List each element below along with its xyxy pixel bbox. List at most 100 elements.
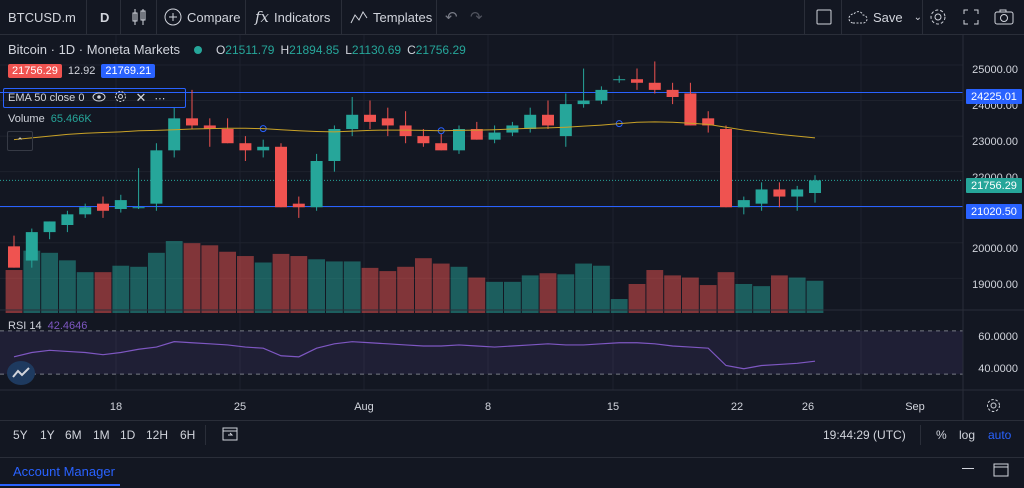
more-icon[interactable]: ⋯	[154, 92, 167, 105]
volume-bar	[23, 250, 41, 313]
volume-bar	[343, 261, 361, 313]
range-1d[interactable]: 1D	[120, 428, 136, 442]
chart-canvas[interactable]	[0, 35, 1024, 420]
candle-body	[791, 189, 804, 197]
low-value: 21130.69	[351, 42, 402, 57]
undo-icon: ↶	[445, 9, 458, 26]
candle-body	[666, 89, 679, 97]
ema-label: EMA 50 close 0	[8, 92, 85, 104]
gear-icon	[987, 399, 1000, 412]
maximize-button[interactable]	[993, 463, 1009, 480]
price-label: 19000.00	[972, 279, 1018, 291]
symbol-search[interactable]: BTCUSD.m	[8, 0, 76, 34]
auto-toggle[interactable]: auto	[988, 428, 1012, 442]
volume-bar	[130, 266, 147, 313]
range-bar	[0, 420, 1024, 451]
candle-body	[435, 143, 448, 151]
compare-button[interactable]: Compare	[164, 0, 240, 34]
redo-button[interactable]: ↷	[470, 0, 483, 34]
sell-button[interactable]: 21756.29	[8, 64, 62, 78]
candle-body	[488, 132, 501, 140]
volume-bar	[753, 286, 770, 313]
templates-label: Templates	[373, 9, 433, 25]
date-label: 8	[484, 401, 492, 413]
range-1y[interactable]: 1Y	[40, 428, 55, 442]
candle-body	[328, 129, 341, 161]
volume-bar	[5, 270, 23, 313]
volume-bar	[254, 262, 272, 313]
clock-time[interactable]: 19:44:29 (UTC)	[823, 428, 906, 442]
resistance-price-tag[interactable]: 24225.01	[966, 89, 1022, 104]
range-12h[interactable]: 12H	[146, 428, 169, 442]
undo-button[interactable]: ↶	[445, 0, 458, 34]
snapshot-button[interactable]	[994, 0, 1014, 34]
rsi-label: RSI 14	[8, 320, 42, 332]
logo-icon	[12, 367, 30, 378]
log-toggle[interactable]: log	[959, 428, 976, 442]
volume-bar	[41, 252, 58, 313]
range-6m[interactable]: 6M	[65, 428, 82, 442]
close-icon[interactable]: ✕	[135, 90, 147, 105]
range-5y[interactable]: 5Y	[13, 428, 28, 442]
volume-bar	[486, 281, 503, 313]
candle-body	[364, 114, 376, 122]
volume-bar	[628, 283, 646, 313]
volume-bar	[59, 260, 76, 313]
candle-body	[132, 207, 145, 209]
collapse-legend-button[interactable]: ⌃	[7, 131, 33, 151]
volume-bar	[468, 277, 486, 313]
eye-icon[interactable]	[92, 92, 106, 105]
goto-date-button[interactable]	[222, 426, 238, 444]
gear-icon	[930, 9, 946, 25]
redo-icon: ↷	[470, 9, 483, 26]
market-status-icon	[193, 45, 202, 54]
candle-body	[470, 129, 483, 140]
fullscreen-button[interactable]	[963, 0, 979, 34]
candle-body	[346, 114, 359, 129]
volume-bar	[290, 256, 308, 313]
percent-toggle[interactable]: %	[936, 428, 947, 442]
minimize-icon[interactable]	[962, 468, 974, 469]
volume-bar	[610, 299, 628, 313]
settings-icon[interactable]	[114, 90, 127, 106]
candle-body	[399, 125, 412, 137]
legend-title-row: Bitcoin · 1D · Moneta Markets O 21511.79…	[8, 42, 466, 57]
candle-body	[203, 125, 216, 129]
candles	[8, 61, 821, 268]
account-manager-tab[interactable]: Account Manager	[13, 464, 115, 479]
volume-bar	[806, 280, 824, 313]
function-icon: fx	[255, 8, 270, 26]
save-button[interactable]: Save ⌄	[848, 0, 922, 34]
volume-bar	[521, 275, 539, 313]
settings-button[interactable]	[929, 0, 947, 34]
interval-button[interactable]: D	[100, 0, 109, 34]
candle-body	[631, 79, 643, 83]
buy-button[interactable]: 21769.21	[101, 64, 156, 78]
range-6h[interactable]: 6H	[180, 428, 196, 442]
horizontal-lines[interactable]	[0, 92, 963, 207]
expand-icon	[963, 9, 979, 25]
candle-body	[168, 118, 181, 151]
candle-body	[702, 118, 715, 126]
support-price-tag[interactable]: 21020.50	[966, 204, 1022, 219]
volume-bar	[415, 258, 432, 313]
volume-bar	[717, 272, 735, 313]
indicators-button[interactable]: fx Indicators	[255, 0, 330, 34]
high-label: H	[280, 42, 290, 57]
chart-type-button[interactable]	[131, 0, 147, 34]
axis-settings-button[interactable]	[986, 398, 1001, 416]
ema-indicator-legend[interactable]: EMA 50 close 0 ✕ ⋯	[3, 88, 186, 108]
candle-body	[559, 104, 572, 137]
tradingview-logo[interactable]	[7, 361, 35, 385]
fullscreen-layout-button[interactable]	[816, 0, 832, 34]
candle-body	[8, 246, 20, 268]
cloud-icon	[848, 11, 868, 24]
range-1m[interactable]: 1M	[93, 428, 110, 442]
volume-bar	[361, 267, 379, 313]
rsi-axis-label: 40.0000	[978, 363, 1018, 375]
plus-circle-icon	[164, 8, 182, 26]
templates-icon	[350, 11, 368, 24]
volume-bar	[165, 241, 183, 313]
templates-button[interactable]: Templates	[350, 0, 432, 34]
rsi-band	[0, 330, 963, 375]
